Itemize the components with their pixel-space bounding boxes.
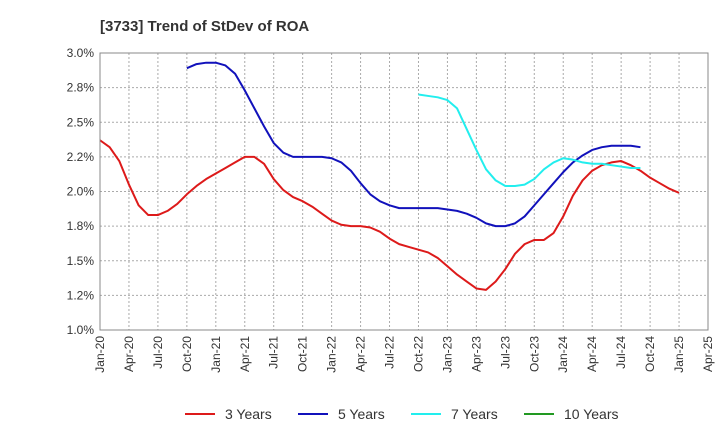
x-tick-label: Jan-20 [93,336,107,373]
x-tick-label: Apr-22 [354,336,368,372]
x-tick-label: Oct-21 [296,336,310,372]
x-tick-label: Jul-21 [267,336,281,369]
x-tick-label: Jul-20 [151,336,165,369]
y-tick-label: 2.0% [67,185,95,199]
x-tick-label: Apr-21 [238,336,252,372]
y-tick-label: 1.2% [67,288,95,302]
legend-label-7-years: 7 Years [451,406,498,422]
x-tick-label: Oct-22 [411,336,425,372]
y-tick-label: 1.5% [67,254,95,268]
x-axis: Jan-20 Apr-20 Jul-20 Oct-20 Jan-21 Apr-21 Jul-… [93,336,715,373]
x-tick-label: Jan-25 [672,336,686,373]
y-tick-label: 3.0% [67,46,95,60]
x-tick-label: Apr-20 [122,336,136,372]
x-tick-label: Apr-25 [701,336,715,372]
chart-title: [3733] Trend of StDev of ROA [100,18,309,35]
y-tick-label: 2.8% [67,81,95,95]
x-tick-label: Jul-23 [498,336,512,369]
x-tick-label: Oct-23 [527,336,541,372]
legend-label-3-years: 3 Years [225,406,272,422]
x-tick-label: Jan-24 [556,336,570,373]
x-tick-label: Jan-23 [440,336,454,373]
legend-label-10-years: 10 Years [564,406,619,422]
legend-label-5-years: 5 Years [338,406,385,422]
series-line-3-years [99,139,680,291]
series-layer [99,61,680,291]
x-tick-label: Jan-21 [209,336,223,373]
x-tick-label: Oct-20 [180,336,194,372]
y-tick-label: 2.5% [67,115,95,129]
x-tick-label: Oct-24 [643,336,657,372]
plot-border [99,52,709,331]
series-line-7-years [418,93,641,187]
x-tick-label: Apr-24 [585,336,599,372]
x-tick-label: Jan-22 [325,336,339,373]
y-axis: 1.0% 1.2% 1.5% 1.8% 2.0% 2.2% 2.5% 2.8% 3.0% [67,46,95,337]
x-tick-label: Jul-24 [614,336,628,369]
y-tick-label: 1.0% [67,323,95,337]
y-tick-label: 1.8% [67,219,95,233]
y-tick-label: 2.2% [67,150,95,164]
series-line-5-years [186,61,641,228]
legend: 3 Years 5 Years 7 Years 10 Years [185,406,619,422]
x-tick-label: Apr-23 [469,336,483,372]
x-tick-label: Jul-22 [383,336,397,369]
